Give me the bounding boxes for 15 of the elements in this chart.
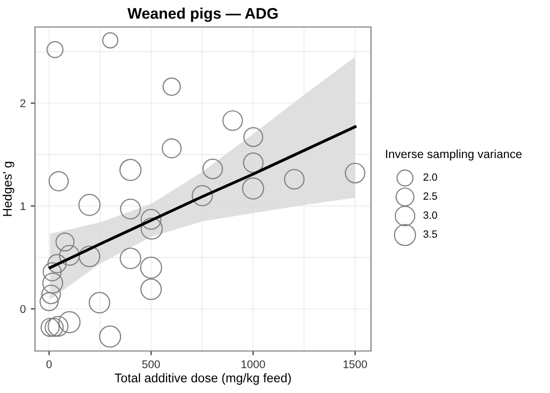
legend-title: Inverse sampling variance xyxy=(386,150,522,161)
y-tick-label: 0 xyxy=(20,305,26,313)
chart-title: Weaned pigs — ADG xyxy=(127,8,278,22)
legend-label: 3.0 xyxy=(423,211,438,219)
x-tick-label: 1000 xyxy=(242,360,266,368)
x-tick-label: 1500 xyxy=(344,360,368,368)
legend-label: 2.5 xyxy=(424,192,438,200)
x-tick-label: 500 xyxy=(142,360,160,368)
y-tick-label: 1 xyxy=(20,202,26,210)
y-axis-title: Hedges' g xyxy=(2,162,14,216)
legend-label: 2.0 xyxy=(424,173,438,181)
x-axis-title: Total additive dose (mg/kg feed) xyxy=(114,373,291,385)
legend-label: 3.5 xyxy=(423,230,438,238)
y-tick-label: 2 xyxy=(20,99,26,108)
x-tick-label: 0 xyxy=(46,360,52,368)
